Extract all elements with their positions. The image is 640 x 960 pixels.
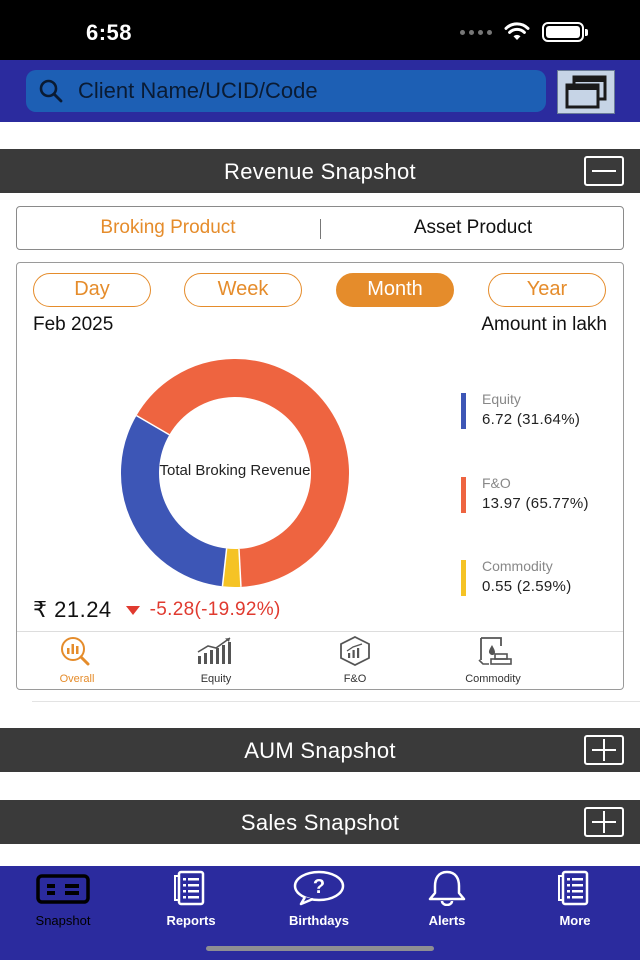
sub-tab-fno[interactable]: F&O — [295, 635, 415, 685]
tab-alerts[interactable]: Alerts — [392, 870, 502, 928]
sub-tab-overall-label: Overall — [59, 673, 95, 685]
search-icon — [39, 79, 63, 103]
svg-text:?: ? — [313, 876, 325, 898]
sub-tab-equity[interactable]: Equity — [156, 636, 276, 685]
tab-broking-product[interactable]: Broking Product — [100, 217, 236, 238]
change-value: -5.28(-19.92%) — [149, 599, 281, 620]
period-label: Feb 2025 — [33, 314, 114, 335]
donut-separator — [238, 548, 242, 587]
status-bar: 6:58 — [0, 0, 640, 60]
wifi-icon — [504, 22, 530, 40]
legend-swatch-commodity — [461, 560, 466, 596]
switch-windows-button[interactable] — [557, 70, 615, 114]
search-input[interactable] — [78, 78, 518, 104]
sub-tab-commodity-label: Commodity — [465, 673, 521, 685]
donut-slice-fno[interactable] — [136, 359, 349, 587]
bell-icon — [428, 870, 466, 907]
legend-value-fno: 13.97 (65.77%) — [482, 495, 589, 512]
revenue-snapshot-title: Revenue Snapshot — [224, 159, 416, 184]
tab-reports-label: Reports — [166, 913, 216, 928]
sub-tab-overall[interactable]: Overall — [17, 636, 137, 685]
total-row: ₹ 21.24 -5.28(-19.92%) — [33, 597, 281, 623]
tab-asset-product[interactable]: Asset Product — [413, 217, 533, 238]
sales-snapshot-header[interactable]: Sales Snapshot — [0, 800, 640, 844]
status-icons — [460, 22, 588, 42]
id-card-icon — [36, 874, 90, 904]
unit-label: Amount in lakh — [481, 314, 607, 335]
hexagon-chart-icon — [340, 635, 370, 667]
legend-value-commodity: 0.55 (2.59%) — [482, 578, 572, 595]
period-week-button[interactable]: Week — [184, 273, 302, 307]
legend-swatch-fno — [461, 477, 466, 513]
revenue-donut-chart[interactable]: Total Broking Revenue — [75, 359, 395, 589]
tab-alerts-label: Alerts — [428, 913, 466, 928]
minus-icon — [592, 170, 616, 172]
donut-slice-commodity[interactable] — [222, 548, 241, 587]
sub-tab-equity-label: Equity — [200, 673, 232, 685]
home-indicator — [206, 946, 434, 951]
search-box[interactable] — [26, 70, 546, 112]
tab-more-label: More — [559, 913, 591, 928]
period-month-button[interactable]: Month — [336, 273, 454, 307]
donut-separator — [221, 548, 228, 587]
tab-snapshot[interactable]: Snapshot — [8, 870, 118, 928]
bar-chart-trend-icon — [197, 637, 231, 664]
product-tabs: Broking Product Asset Product — [16, 206, 624, 250]
collapse-button[interactable] — [584, 156, 624, 186]
tab-more[interactable]: More — [520, 870, 630, 928]
legend-name-equity: Equity — [482, 391, 521, 407]
sales-snapshot-title: Sales Snapshot — [240, 810, 400, 835]
down-arrow-icon — [125, 605, 140, 615]
app-header — [0, 60, 640, 122]
document-list-icon — [174, 870, 205, 906]
question-bubble-icon: ? — [293, 870, 345, 906]
expand-sales-button[interactable] — [584, 807, 624, 837]
document-more-icon — [558, 870, 589, 906]
sub-tab-fno-label: F&O — [343, 673, 367, 685]
tab-snapshot-label: Snapshot — [35, 913, 91, 928]
magnify-chart-icon — [61, 637, 90, 666]
tab-birthdays-label: Birthdays — [289, 913, 349, 928]
donut-separator — [136, 414, 170, 436]
windows-icon — [565, 75, 607, 109]
battery-icon — [542, 22, 588, 42]
tab-reports[interactable]: Reports — [136, 870, 246, 928]
revenue-sub-tabs: Overall Equity F&O — [17, 631, 623, 689]
aum-snapshot-header[interactable]: AUM Snapshot — [0, 728, 640, 772]
revenue-snapshot-header[interactable]: Revenue Snapshot — [0, 149, 640, 193]
tab-birthdays[interactable]: ? Birthdays — [264, 870, 374, 928]
donut-slice-equity[interactable] — [121, 415, 228, 587]
legend-name-commodity: Commodity — [482, 558, 553, 574]
revenue-card: Day Week Month Year Feb 2025 Amount in l… — [16, 262, 624, 690]
divider — [32, 701, 640, 702]
commodity-icon — [478, 637, 512, 665]
donut-center-label: Total Broking Revenue — [160, 462, 311, 479]
legend-name-fno: F&O — [482, 475, 511, 491]
signal-dots-icon — [460, 29, 492, 35]
tab-divider — [320, 219, 321, 239]
status-time: 6:58 — [86, 20, 133, 45]
sub-tab-commodity[interactable]: Commodity — [433, 636, 553, 685]
period-year-button[interactable]: Year — [488, 273, 606, 307]
aum-snapshot-title: AUM Snapshot — [244, 738, 396, 763]
expand-aum-button[interactable] — [584, 735, 624, 765]
period-day-button[interactable]: Day — [33, 273, 151, 307]
total-amount: ₹ 21.24 — [33, 597, 112, 622]
legend-value-equity: 6.72 (31.64%) — [482, 411, 581, 428]
legend-swatch-equity — [461, 393, 466, 429]
bottom-tab-bar: Snapshot Reports ? Birthdays Alerts — [0, 866, 640, 960]
